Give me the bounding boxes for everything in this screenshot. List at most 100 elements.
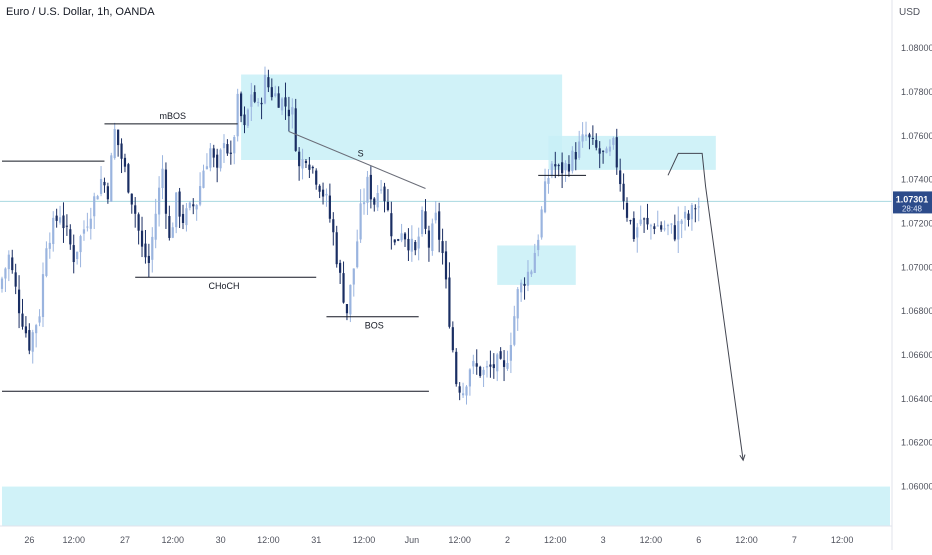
candle-body: [86, 226, 89, 228]
candle: [140, 216, 144, 258]
candle-body: [342, 273, 345, 303]
candle: [31, 329, 34, 364]
candle: [62, 202, 65, 243]
candle-body: [359, 203, 362, 240]
candle: [311, 165, 314, 174]
candle-body: [226, 144, 229, 154]
candle-body: [168, 216, 171, 238]
candle: [526, 260, 530, 292]
supply-demand-zone: [497, 245, 576, 285]
candle: [315, 168, 318, 190]
candle: [444, 240, 448, 289]
time-tick-label: Jun: [405, 535, 420, 545]
candle: [168, 205, 171, 241]
time-tick-label: 30: [216, 535, 226, 545]
candle-body: [492, 364, 495, 369]
candle-body: [424, 211, 427, 229]
last-price-value: 1.07301: [896, 194, 929, 204]
candle: [554, 151, 557, 179]
candle: [458, 382, 461, 401]
candle: [646, 203, 649, 230]
candle-body: [578, 141, 581, 158]
candle: [352, 268, 355, 297]
candle: [468, 368, 472, 396]
candle: [147, 243, 150, 278]
candle: [28, 323, 31, 355]
candle: [120, 138, 123, 174]
candle: [694, 204, 697, 223]
candle: [537, 234, 540, 257]
candle: [653, 223, 656, 235]
candle: [257, 98, 260, 107]
candle: [65, 214, 68, 236]
candle: [574, 142, 577, 171]
candle-body: [636, 227, 639, 238]
candle-body: [448, 277, 451, 327]
candle-body: [561, 162, 564, 174]
candle: [123, 153, 127, 173]
candle-body: [352, 268, 355, 285]
candle: [520, 279, 523, 302]
candle: [198, 172, 202, 207]
candle-body: [267, 77, 270, 88]
candle-body: [557, 165, 560, 167]
candle: [243, 106, 246, 134]
candle-body: [694, 208, 697, 210]
candle: [475, 349, 478, 375]
candle-body: [441, 241, 444, 254]
price-tick-label: 1.07200: [901, 219, 932, 229]
candle-body: [683, 211, 687, 219]
candle: [393, 239, 396, 246]
candle: [171, 222, 174, 239]
candle: [192, 198, 195, 215]
candle: [45, 241, 48, 278]
candle-body: [403, 233, 407, 240]
candle: [584, 121, 588, 141]
candle-body: [280, 98, 284, 111]
supply-demand-zone: [2, 486, 890, 526]
candle: [4, 267, 7, 292]
candle: [680, 218, 683, 239]
candle: [277, 86, 280, 108]
candle-body: [376, 193, 379, 208]
candle-body: [506, 363, 509, 369]
candle-body: [260, 102, 263, 105]
candle: [106, 182, 109, 204]
price-tick-label: 1.08000: [901, 43, 932, 53]
candle-body: [52, 217, 55, 245]
candle: [359, 189, 362, 243]
candle: [414, 239, 417, 256]
candle-body: [236, 93, 239, 137]
candle-body: [188, 202, 191, 208]
time-tick-label: 6: [696, 535, 701, 545]
candle-body: [649, 225, 653, 227]
candle-body: [328, 195, 331, 219]
structure-label: mBOS: [160, 111, 187, 121]
candle-body: [76, 251, 79, 260]
candle-body: [427, 230, 431, 248]
candle-body: [646, 217, 649, 225]
candle: [605, 146, 608, 154]
candle-body: [270, 87, 273, 98]
candle-body: [550, 163, 553, 176]
candle: [52, 211, 55, 252]
candle-body: [291, 107, 294, 115]
candle: [178, 187, 181, 228]
candle-body: [332, 219, 335, 233]
candle-body: [458, 386, 461, 393]
candle-body: [400, 233, 403, 241]
candle-body: [55, 215, 58, 221]
candle: [335, 225, 338, 268]
candle: [99, 166, 103, 197]
candle: [239, 91, 243, 123]
candle-body: [482, 369, 485, 375]
trendline-label: S: [358, 148, 364, 158]
candle: [11, 249, 14, 274]
candle-body: [14, 272, 17, 287]
candle-body: [144, 243, 147, 258]
candle: [134, 197, 137, 228]
candle: [216, 148, 219, 183]
candle-body: [335, 232, 338, 265]
